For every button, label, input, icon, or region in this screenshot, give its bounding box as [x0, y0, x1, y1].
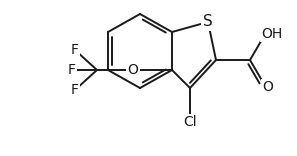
Text: F: F: [71, 83, 79, 97]
Text: F: F: [71, 43, 79, 57]
Text: OH: OH: [261, 27, 283, 41]
Text: F: F: [68, 63, 76, 77]
Text: O: O: [263, 80, 274, 94]
Text: O: O: [128, 63, 138, 77]
Text: S: S: [203, 15, 213, 29]
Text: Cl: Cl: [183, 115, 197, 129]
